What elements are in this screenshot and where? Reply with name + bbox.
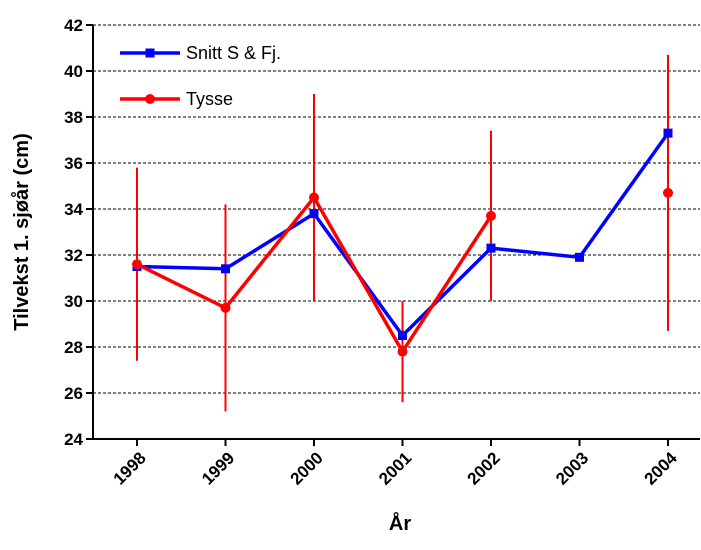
legend-label: Tysse [186,89,233,109]
marker [398,331,407,340]
y-tick-label: 24 [64,430,83,449]
x-tick-label: 1999 [198,448,238,488]
y-tick-label: 34 [64,200,83,219]
y-axis-title: Tilvekst 1. sjøår (cm) [10,133,33,331]
marker [663,128,673,138]
legend-label: Snitt S & Fj. [186,43,281,63]
marker [397,346,408,357]
x-tick-label: 1998 [110,448,150,488]
y-tick-label: 26 [64,384,83,403]
y-tick-label: 42 [64,16,83,35]
marker [309,192,319,203]
marker [132,259,142,270]
marker [221,264,230,274]
y-tick-label: 36 [64,154,83,173]
marker [486,210,496,221]
marker [663,187,673,198]
y-tick-label: 40 [64,62,83,81]
legend-marker [145,48,155,58]
x-tick-label: 2002 [464,448,504,488]
x-tick-label: 2001 [375,448,415,488]
x-tick-label: 2000 [287,448,327,488]
marker [486,243,496,253]
x-axis-title: År [389,511,411,535]
marker [220,302,231,313]
y-tick-label: 30 [64,292,83,311]
y-tick-label: 32 [64,246,83,265]
legend-marker [145,94,155,104]
x-tick-label: 2004 [641,448,682,489]
y-tick-label: 28 [64,338,83,357]
x-tick-label: 2003 [552,448,592,488]
marker [575,252,584,262]
y-tick-label: 38 [64,108,83,127]
marker [309,209,319,219]
